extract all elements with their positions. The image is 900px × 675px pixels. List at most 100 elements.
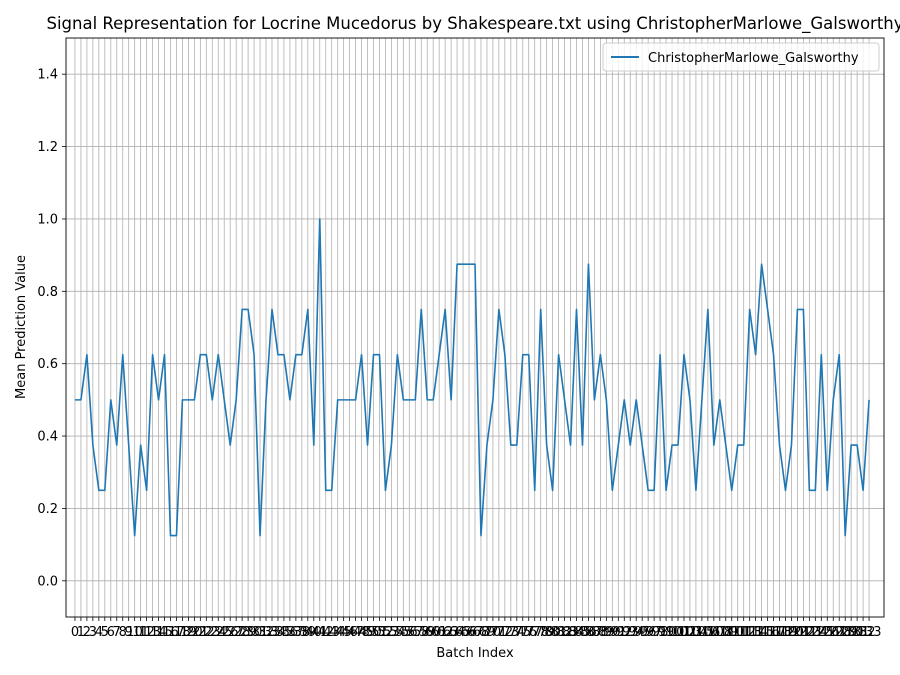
x-tick-label: 26 [222, 625, 239, 640]
x-tick-label: 96 [640, 625, 657, 640]
x-tick-label: 127 [821, 625, 846, 640]
x-tick-label: 80 [544, 625, 561, 640]
x-tick-label: 33 [264, 625, 281, 640]
x-tick-label: 71 [491, 625, 508, 640]
x-tick-label: 48 [353, 625, 370, 640]
x-tick-label: 92 [616, 625, 633, 640]
x-tick-label: 114 [743, 625, 768, 640]
legend: ChristopherMarlowe_Galsworthy [602, 42, 880, 72]
x-tick-label: 65 [455, 625, 472, 640]
x-tick-label: 131 [845, 625, 870, 640]
x-tick-label: 120 [779, 625, 804, 640]
y-tick-label: 1.0 [37, 212, 58, 227]
y-tick-label: 0.8 [37, 285, 58, 300]
x-tick-label: 6 [107, 625, 115, 640]
x-tick-label: 5 [101, 625, 109, 640]
x-tick-label: 112 [731, 625, 756, 640]
x-tick-label: 14 [150, 625, 167, 640]
x-tick-label: 32 [258, 625, 275, 640]
x-tick-label: 94 [628, 625, 645, 640]
x-tick-label: 28 [234, 625, 251, 640]
x-tick-label: 126 [815, 625, 840, 640]
x-tick-label: 128 [827, 625, 852, 640]
series-line [74, 218, 870, 537]
x-tick-label: 11 [132, 625, 149, 640]
x-tick-label: 54 [389, 625, 406, 640]
y-tick-label: 0.2 [37, 502, 58, 517]
x-tick-label: 105 [689, 625, 714, 640]
x-tick-label: 19 [180, 625, 197, 640]
x-tick-label: 62 [437, 625, 454, 640]
x-tick-label: 7 [113, 625, 121, 640]
x-tick-label: 42 [317, 625, 334, 640]
x-tick-label: 121 [785, 625, 810, 640]
x-tick-label: 60 [425, 625, 442, 640]
x-tick-label: 101 [666, 625, 691, 640]
x-tick-label: 53 [383, 625, 400, 640]
x-tick-label: 58 [413, 625, 430, 640]
x-tick-label: 73 [503, 625, 520, 640]
x-tick-label: 59 [419, 625, 436, 640]
x-tick-label: 95 [634, 625, 651, 640]
x-tick-label: 64 [449, 625, 466, 640]
x-tick-label: 117 [761, 625, 786, 640]
x-tick-label: 66 [461, 625, 478, 640]
x-tick-label: 130 [839, 625, 864, 640]
x-tick-label: 49 [359, 625, 376, 640]
x-tick-label: 91 [610, 625, 627, 640]
x-tick-label: 108 [707, 625, 732, 640]
x-tick-label: 100 [660, 625, 685, 640]
x-tick-label: 9 [125, 625, 133, 640]
chart-title: Signal Representation for Locrine Mucedo… [46, 14, 900, 34]
x-tick-label: 50 [365, 625, 382, 640]
x-tick-label: 3 [89, 625, 97, 640]
x-tick-label: 34 [270, 625, 287, 640]
x-tick-label: 0 [71, 625, 79, 640]
x-tick-label: 68 [473, 625, 490, 640]
x-tick-label: 57 [407, 625, 424, 640]
x-tick-label: 15 [156, 625, 173, 640]
x-tick-label: 129 [833, 625, 858, 640]
x-tick-label: 82 [556, 625, 573, 640]
x-tick-label: 111 [725, 625, 750, 640]
x-tick-label: 115 [749, 625, 774, 640]
x-tick-label: 29 [240, 625, 257, 640]
x-tick-label: 40 [306, 625, 323, 640]
x-tick-label: 75 [514, 625, 531, 640]
x-tick-label: 104 [684, 625, 709, 640]
x-tick-label: 89 [598, 625, 615, 640]
x-tick-label: 4 [95, 625, 103, 640]
series-layer [74, 218, 870, 537]
x-tick-label: 122 [791, 625, 816, 640]
x-tick-label: 119 [773, 625, 798, 640]
x-tick-label: 132 [851, 625, 876, 640]
x-tick-label: 72 [497, 625, 514, 640]
x-tick-label: 93 [622, 625, 639, 640]
x-tick-label: 76 [520, 625, 537, 640]
x-tick-label: 38 [294, 625, 311, 640]
x-tick-label: 61 [431, 625, 448, 640]
x-tick-label: 83 [562, 625, 579, 640]
x-axis-label: Batch Index [436, 646, 514, 661]
x-tick-label: 97 [646, 625, 663, 640]
x-tick-label: 84 [568, 625, 585, 640]
x-tick-label: 79 [538, 625, 555, 640]
x-tick-label: 27 [228, 625, 245, 640]
x-tick-label: 12 [138, 625, 155, 640]
y-tick-label: 0.0 [37, 574, 58, 589]
x-tick-label: 51 [371, 625, 388, 640]
x-tick-label: 20 [186, 625, 203, 640]
x-tick-label: 8 [119, 625, 127, 640]
y-tick-label: 0.4 [37, 430, 58, 445]
x-tick-label: 36 [282, 625, 299, 640]
x-tick-label: 102 [672, 625, 697, 640]
y-axis-ticks: 0.0 0.2 0.4 0.6 0.8 1.0 1.2 1.4 [37, 68, 66, 589]
x-tick-label: 90 [604, 625, 621, 640]
x-tick-label: 35 [276, 625, 293, 640]
x-tick-label: 87 [586, 625, 603, 640]
x-tick-label: 77 [526, 625, 543, 640]
y-tick-label: 1.2 [37, 140, 58, 155]
x-tick-label: 67 [467, 625, 484, 640]
legend-box [602, 42, 880, 72]
